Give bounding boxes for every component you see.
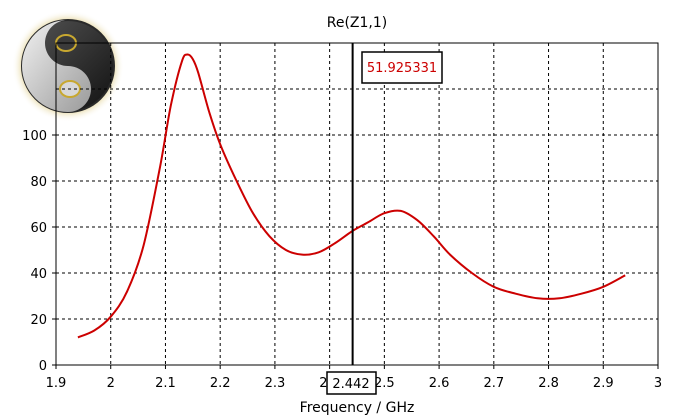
marker-value-box: 51.925331 [361, 51, 443, 84]
chart-title: Re(Z1,1) [327, 15, 388, 31]
marker-x-box: 2.442 [326, 371, 377, 395]
x-tick-label: 1.9 [46, 376, 67, 391]
x-tick-label: 2.2 [210, 376, 231, 391]
yin-yang-icon [12, 10, 124, 122]
y-tick-label: 0 [39, 359, 47, 374]
x-tick-label: 2.9 [593, 376, 614, 391]
x-tick-label: 2.7 [483, 376, 504, 391]
x-tick-label: 2 [107, 376, 115, 391]
y-tick-label: 60 [30, 221, 47, 236]
x-tick-label: 2.6 [429, 376, 450, 391]
y-tick-labels: 0 20 40 60 80 100 [22, 129, 47, 374]
y-tick-label: 80 [30, 175, 47, 190]
marker-x-label: 2.442 [332, 377, 369, 392]
x-tick-label: 2.8 [538, 376, 559, 391]
x-tick-label: 2.1 [155, 376, 176, 391]
plot-frame [55, 42, 659, 366]
x-tick-label: 2.3 [265, 376, 286, 391]
marker-value-label: 51.925331 [367, 61, 437, 76]
grid-lines [52, 43, 659, 369]
x-tick-label: 2.5 [374, 376, 395, 391]
x-axis-label: Frequency / GHz [300, 400, 415, 416]
series-line [77, 53, 626, 339]
y-tick-label: 20 [30, 313, 47, 328]
y-tick-label: 40 [30, 267, 47, 282]
x-tick-label: 3 [654, 376, 662, 391]
y-tick-label: 100 [22, 129, 47, 144]
